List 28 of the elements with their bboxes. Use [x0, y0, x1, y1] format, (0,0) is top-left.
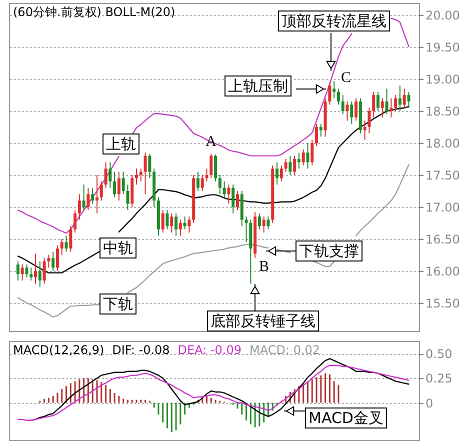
- y-tick-label: 16.00: [426, 264, 460, 278]
- annotation: C: [340, 70, 352, 86]
- y-tick-label: 0: [426, 396, 434, 410]
- annotation: 顶部反转流星线: [282, 12, 386, 30]
- y-tick-label: 17.50: [426, 168, 460, 182]
- y-tick-label: 19.00: [426, 72, 460, 87]
- series-label: DIF: -0.08: [112, 343, 170, 357]
- annotation: 上轨: [106, 135, 136, 153]
- annotation: 下轨支撑: [299, 242, 359, 260]
- annotation: MACD: 0.02: [250, 343, 320, 357]
- y-tick-label: 0.50: [426, 347, 452, 362]
- y-tick-label: 18.50: [426, 104, 460, 119]
- y-tick-label: 0.25: [426, 372, 452, 386]
- annotation: 上轨压制: [228, 77, 288, 95]
- chart-title: (60分钟.前复权) BOLL-M(20): [13, 5, 176, 19]
- y-tick-label: 15.50: [426, 296, 460, 310]
- annotation: MACD金叉: [308, 409, 384, 427]
- y-tick-label: 20.00: [426, 8, 460, 23]
- annotation: 底部反转锤子线: [210, 312, 316, 330]
- y-tick-label: 17.00: [426, 200, 460, 214]
- annotation: 下轨: [103, 295, 133, 313]
- annotation: 中轨: [103, 239, 133, 257]
- y-tick-label: 19.50: [426, 40, 460, 55]
- y-tick-label: 18.00: [426, 136, 460, 151]
- annotation: B: [258, 259, 270, 275]
- chart-title: MACD(12,26,9): [13, 343, 104, 357]
- y-tick-label: 16.50: [426, 232, 460, 246]
- text: DEA: -0.09: [178, 343, 242, 357]
